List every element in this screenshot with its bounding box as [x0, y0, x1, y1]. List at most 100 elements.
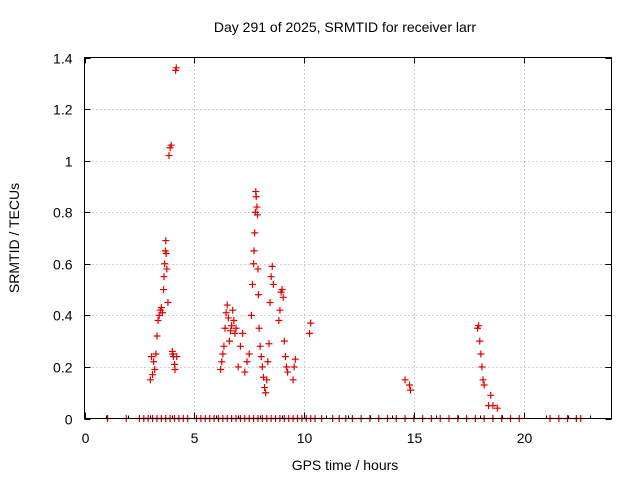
y-tick-label: 1.4 — [53, 51, 73, 67]
data-point — [154, 317, 162, 325]
data-point — [162, 237, 170, 245]
x-tick-label: 20 — [517, 430, 533, 446]
data-point — [263, 376, 271, 384]
data-point — [239, 329, 247, 337]
y-tick-label: 0.8 — [53, 205, 73, 221]
data-point — [231, 329, 239, 337]
data-point — [407, 386, 415, 394]
data-point — [230, 317, 238, 325]
data-point — [480, 381, 488, 389]
data-point — [172, 64, 180, 72]
x-tick-label: 0 — [82, 430, 90, 446]
x-axis-label: GPS time / hours — [292, 457, 399, 473]
data-point — [254, 291, 262, 299]
data-point — [241, 368, 249, 376]
data-point — [232, 324, 240, 332]
data-point — [217, 366, 225, 374]
data-point — [250, 247, 258, 255]
data-point — [153, 332, 161, 340]
data-point — [401, 376, 409, 384]
data-point — [291, 355, 299, 363]
data-point — [173, 353, 181, 361]
data-point — [261, 384, 269, 392]
data-point — [150, 358, 158, 366]
data-point — [252, 193, 260, 201]
data-point — [221, 324, 229, 332]
x-tick-label: 5 — [191, 430, 199, 446]
data-point — [164, 298, 172, 306]
data-point — [475, 322, 483, 330]
data-point — [306, 329, 314, 337]
data-point — [290, 363, 298, 371]
data-point — [281, 353, 289, 361]
data-point — [257, 353, 265, 361]
data-point — [262, 389, 270, 397]
data-point — [248, 280, 256, 288]
data-point — [227, 327, 235, 335]
data-point — [489, 402, 497, 410]
y-tick-label: 0 — [65, 412, 73, 428]
data-point — [255, 324, 263, 332]
data-point — [275, 317, 283, 325]
data-point — [149, 371, 157, 379]
data-point — [160, 286, 168, 294]
data-point — [269, 280, 277, 288]
data-point — [224, 314, 232, 322]
y-axis-label: SRMTID / TECUs — [6, 183, 22, 293]
data-point — [146, 376, 154, 384]
x-tick-label: 10 — [297, 430, 313, 446]
data-point — [243, 358, 251, 366]
y-tick-label: 0.2 — [53, 360, 73, 376]
data-point — [254, 265, 262, 273]
data-point — [476, 337, 484, 345]
data-point — [478, 363, 486, 371]
data-point — [225, 337, 233, 345]
data-point — [256, 342, 264, 350]
data-point — [265, 340, 273, 348]
data-point — [236, 342, 244, 350]
data-point — [161, 260, 169, 268]
data-point — [222, 309, 230, 317]
data-point — [264, 358, 272, 366]
x-tick-label: 15 — [407, 430, 423, 446]
y-tick-label: 1.2 — [53, 102, 73, 118]
data-point — [157, 304, 165, 312]
data-point — [158, 309, 166, 317]
data-point — [283, 363, 291, 371]
data-point — [223, 301, 231, 309]
chart-title: Day 291 of 2025, SRMTID for receiver lar… — [214, 19, 477, 35]
data-point — [162, 249, 170, 257]
data-point — [266, 298, 274, 306]
data-point — [151, 366, 159, 374]
data-point — [163, 265, 171, 273]
grid-layer — [84, 57, 612, 419]
data-point — [405, 381, 413, 389]
marks-layer — [104, 64, 585, 422]
data-point — [258, 363, 266, 371]
data-point — [280, 337, 288, 345]
y-tick-label: 0.6 — [53, 257, 73, 273]
data-point — [247, 311, 255, 319]
data-point — [165, 151, 173, 159]
data-point — [229, 306, 237, 314]
data-point — [167, 141, 175, 149]
data-point — [276, 306, 284, 314]
y-tick-label: 0.4 — [53, 308, 73, 324]
ticks-layer: 0 5 10 15 20 0 0.2 0.4 0.6 0.8 1 1.2 1.4 — [53, 51, 612, 446]
data-point — [234, 363, 242, 371]
data-point — [160, 273, 168, 281]
data-point — [228, 322, 236, 330]
data-point — [245, 350, 253, 358]
data-point — [278, 286, 286, 294]
data-point — [289, 376, 297, 384]
data-point — [493, 404, 501, 412]
data-point — [268, 262, 276, 270]
data-point — [477, 350, 485, 358]
data-point — [147, 353, 155, 361]
data-point — [152, 350, 160, 358]
data-point — [171, 366, 179, 374]
y-tick-label: 1 — [65, 154, 73, 170]
plot-frame — [84, 57, 612, 419]
data-point — [307, 319, 315, 327]
data-point — [254, 211, 262, 219]
